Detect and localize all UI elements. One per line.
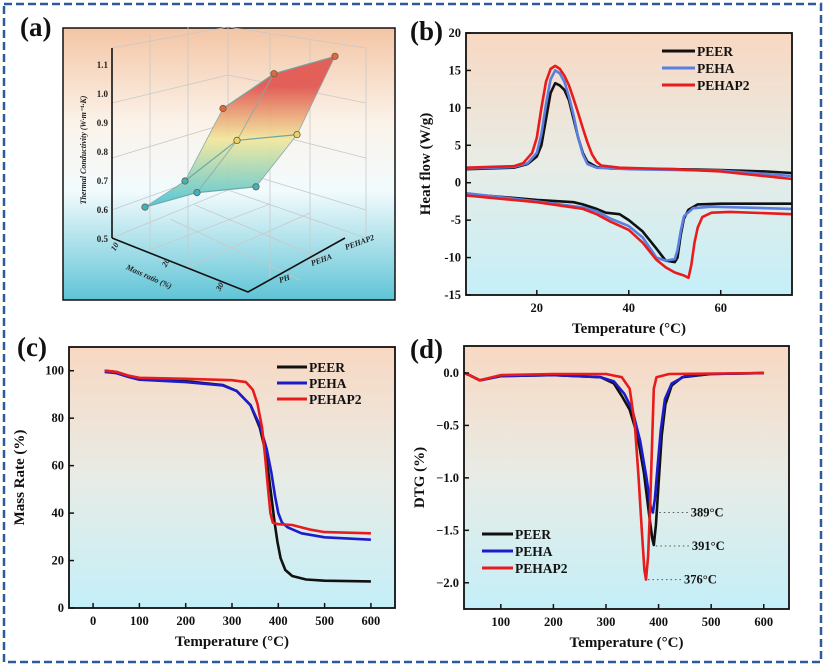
y-tick-label: 5 bbox=[455, 138, 461, 152]
y-tick-label: 15 bbox=[449, 63, 462, 77]
legend-label-peer: PEER bbox=[697, 44, 733, 59]
legend-label-pehap2: PEHAP2 bbox=[515, 561, 568, 576]
data-point bbox=[252, 183, 260, 191]
z-tick-label: 1.1 bbox=[97, 60, 109, 70]
x-tick-label: 20 bbox=[159, 257, 171, 269]
panel-label-a: (a) bbox=[20, 12, 51, 42]
data-point bbox=[219, 104, 227, 113]
legend-label-pehap2: PEHAP2 bbox=[697, 78, 750, 93]
y-tick-label: 10 bbox=[449, 101, 462, 115]
y-tick-label: 60 bbox=[52, 459, 65, 473]
data-point bbox=[233, 136, 241, 144]
peak-annotation: 376°C bbox=[684, 573, 717, 587]
series-line-peha bbox=[465, 69, 793, 178]
y-axis-label: DTG (%) bbox=[412, 447, 428, 508]
series-line-pehap2 bbox=[465, 64, 793, 181]
x-axis-label: Temperature (°C) bbox=[570, 635, 684, 651]
data-point bbox=[141, 203, 149, 211]
x-tick-label: 600 bbox=[754, 615, 773, 629]
y-tick-label: 20 bbox=[52, 554, 65, 568]
series-line-pehap2 bbox=[465, 194, 793, 280]
category-tick-label: PH bbox=[278, 272, 292, 285]
series-line-pehap2 bbox=[463, 371, 764, 581]
x-tick-label: 40 bbox=[623, 301, 636, 315]
z-tick-label: 0.7 bbox=[97, 176, 109, 186]
panel-label-d: (d) bbox=[410, 334, 443, 364]
z-tick-label: 0.6 bbox=[97, 205, 109, 215]
data-point bbox=[270, 70, 278, 78]
x-tick-label: 30 bbox=[213, 281, 225, 293]
x-tick-label: 400 bbox=[269, 614, 288, 628]
peak-annotation: 389°C bbox=[691, 505, 724, 519]
y-tick-label: −1.0 bbox=[436, 471, 459, 485]
x-axis-label: Temperature (°C) bbox=[572, 321, 686, 337]
peak-annotation: 391°C bbox=[692, 539, 725, 553]
y-tick-label: −1.5 bbox=[436, 523, 459, 537]
legend-label-peha: PEHA bbox=[309, 376, 347, 391]
panel-a-axes bbox=[111, 48, 346, 293]
x-tick-label: 600 bbox=[362, 614, 381, 628]
y-tick-label: -5 bbox=[451, 213, 461, 227]
data-point bbox=[181, 177, 189, 185]
z-tick-label: 0.8 bbox=[97, 147, 109, 157]
data-point bbox=[293, 131, 301, 139]
y-tick-label: 40 bbox=[52, 506, 65, 520]
y-tick-label: -15 bbox=[444, 288, 461, 302]
z-tick-label: 1.0 bbox=[97, 89, 109, 99]
x-tick-label: 300 bbox=[223, 614, 242, 628]
plot-area bbox=[69, 347, 395, 608]
z-axis-label: Thermal Conductivity (W·m⁻¹·K) bbox=[79, 95, 88, 204]
x-tick-label: 200 bbox=[176, 614, 195, 628]
surface-layer bbox=[141, 52, 339, 211]
panel-a-box-grid bbox=[111, 26, 367, 281]
data-point bbox=[193, 189, 201, 197]
z-tick-label: 0.5 bbox=[97, 234, 109, 244]
y-tick-label: 0 bbox=[58, 601, 64, 615]
series-line-pehap2 bbox=[104, 369, 371, 535]
data-point bbox=[331, 52, 339, 60]
y-tick-label: −0.5 bbox=[436, 418, 459, 432]
legend-label-peha: PEHA bbox=[697, 61, 735, 76]
panel-b-dsc-chart: 20 40 60 -15 -10 -5 0 5 10 15 20 Temperature (°C) He… bbox=[418, 26, 793, 337]
y-axis-label: Heat flow (W/g) bbox=[418, 113, 434, 215]
y-tick-label: 20 bbox=[449, 26, 462, 40]
y-tick-label: 0.0 bbox=[443, 366, 459, 380]
y-tick-label: 0 bbox=[455, 176, 461, 190]
surface-patch bbox=[145, 56, 335, 208]
z-tick-label: 0.9 bbox=[97, 118, 109, 128]
y-axis-label: Mass Rate (%) bbox=[12, 430, 28, 526]
x-tick-label: 200 bbox=[544, 615, 563, 629]
panel-a-3d-surface: 0.5 0.6 0.7 0.8 0.9 1.0 1.1 Thermal Conductivit… bbox=[62, 26, 396, 301]
y-tick-label: 100 bbox=[45, 364, 64, 378]
legend-label-peer: PEER bbox=[515, 527, 551, 542]
plot-area bbox=[466, 33, 792, 295]
x-tick-label: 400 bbox=[649, 615, 668, 629]
panel-c-tga-chart: 0 100 200 300 400 500 600 0 20 40 60 80 100 Temperatu… bbox=[12, 346, 396, 650]
x-tick-label: 20 bbox=[531, 301, 544, 315]
x-tick-label: 60 bbox=[714, 301, 727, 315]
x-tick-label: 500 bbox=[315, 614, 334, 628]
panel-d-dtg-chart: 100 200 300 400 500 600 0.0 −0.5 −1.0 −1.5 −2.0 Tem… bbox=[412, 345, 790, 651]
legend-label-peha: PEHA bbox=[515, 544, 553, 559]
plot-area bbox=[464, 346, 789, 609]
series-line-peer bbox=[465, 192, 792, 264]
x-tick-label: 10 bbox=[109, 241, 121, 252]
x-tick-label: 500 bbox=[702, 615, 721, 629]
y-tick-label: -10 bbox=[444, 251, 461, 265]
x-tick-label: 100 bbox=[491, 615, 510, 629]
panel-label-c: (c) bbox=[17, 332, 47, 362]
panel-label-b: (b) bbox=[410, 16, 443, 46]
legend-label-pehap2: PEHAP2 bbox=[309, 392, 362, 407]
y-tick-label: −2.0 bbox=[436, 576, 459, 590]
x-tick-label: 0 bbox=[90, 614, 96, 628]
legend-label-peer: PEER bbox=[309, 360, 345, 375]
x-tick-label: 300 bbox=[597, 615, 616, 629]
x-tick-label: 100 bbox=[130, 614, 149, 628]
x-axis-label: Temperature (°C) bbox=[175, 634, 289, 650]
y-tick-label: 80 bbox=[52, 411, 65, 425]
series-line-peha bbox=[465, 191, 793, 262]
